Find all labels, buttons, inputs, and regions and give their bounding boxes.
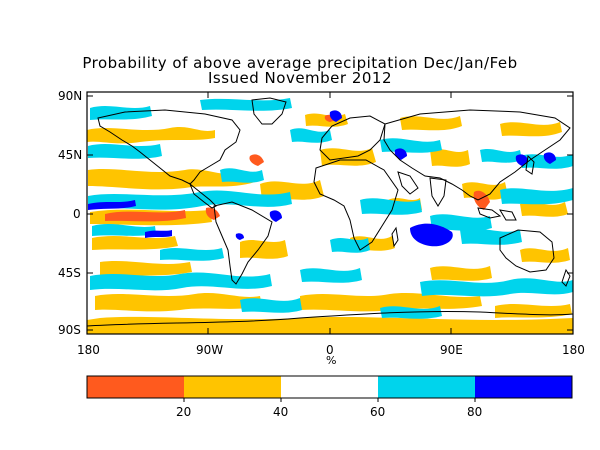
lat-label-90s: 90S <box>58 323 81 337</box>
lat-label-45s: 45S <box>58 266 81 280</box>
lon-label-180w: 180 <box>77 343 100 357</box>
colorbar-tick-60: 60 <box>370 405 386 419</box>
lon-label-90w: 90W <box>196 343 224 357</box>
precip-probability-field <box>87 98 573 334</box>
lon-label-0: 0 <box>326 343 334 357</box>
map-subtitle: Issued November 2012 <box>207 69 393 87</box>
colorbar-tick-40: 40 <box>273 405 289 419</box>
lat-label-0: 0 <box>73 207 81 221</box>
colorbar-tick-80: 80 <box>467 405 483 419</box>
colorbar-frame <box>86 375 573 399</box>
colorbar-tick-20: 20 <box>176 405 192 419</box>
lat-ticks <box>87 95 573 331</box>
coastlines <box>87 97 573 327</box>
colorbar-bin-40-60 <box>281 376 378 398</box>
lon-ticks <box>207 92 452 334</box>
lat-label-90n: 90N <box>58 89 83 103</box>
unit-label: % <box>326 354 337 367</box>
lon-label-90e: 90E <box>440 343 463 357</box>
colorbar <box>86 375 573 402</box>
colorbar-bin-20-40 <box>184 376 281 398</box>
map-title: Probability of above average precipitati… <box>82 54 518 72</box>
colorbar-bin-0-20 <box>87 376 184 398</box>
above-normal-areas <box>88 98 573 319</box>
colorbar-bin-80-100 <box>475 376 572 398</box>
lon-label-180e: 180 <box>562 343 585 357</box>
colorbar-bin-60-80 <box>378 376 475 398</box>
lowest-probability-areas <box>105 114 490 222</box>
lat-label-45n: 45N <box>58 148 83 162</box>
highest-probability-areas <box>88 110 556 247</box>
